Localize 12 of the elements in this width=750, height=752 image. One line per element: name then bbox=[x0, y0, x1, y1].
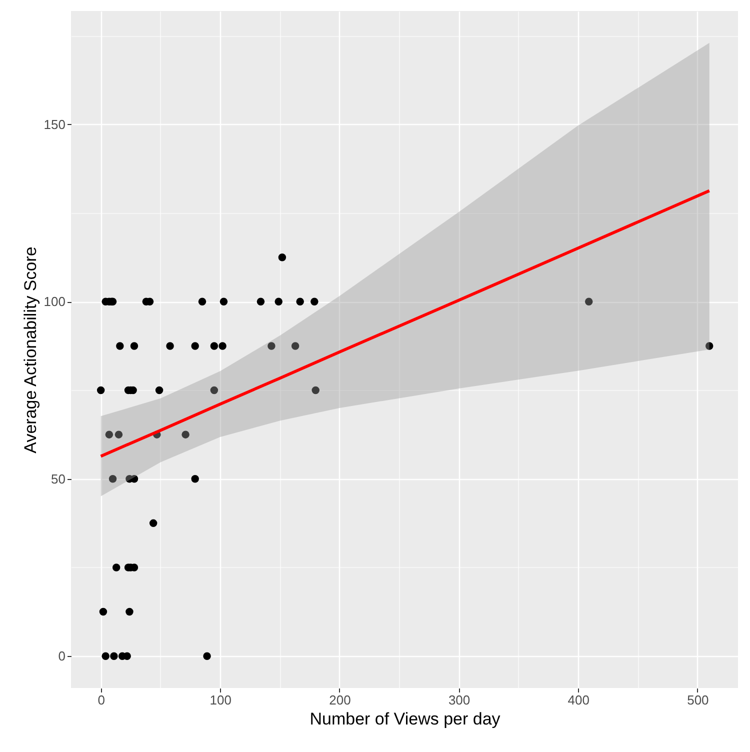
x-tick-label: 500 bbox=[687, 692, 709, 708]
y-tick-label: 50 bbox=[51, 471, 66, 486]
x-tick-label: 200 bbox=[329, 692, 351, 708]
x-tick-label: 0 bbox=[98, 692, 105, 708]
x-tick-label: 400 bbox=[568, 692, 590, 708]
x-tick-label: 300 bbox=[448, 692, 470, 708]
y-axis-title: Average Actionability Score bbox=[20, 246, 40, 454]
x-axis-title: Number of Views per day bbox=[310, 710, 501, 728]
y-tick-label: 100 bbox=[44, 294, 66, 310]
y-tick-label: 150 bbox=[44, 116, 66, 132]
y-tick-label: 0 bbox=[58, 648, 66, 664]
x-tick-label: 100 bbox=[210, 692, 232, 708]
